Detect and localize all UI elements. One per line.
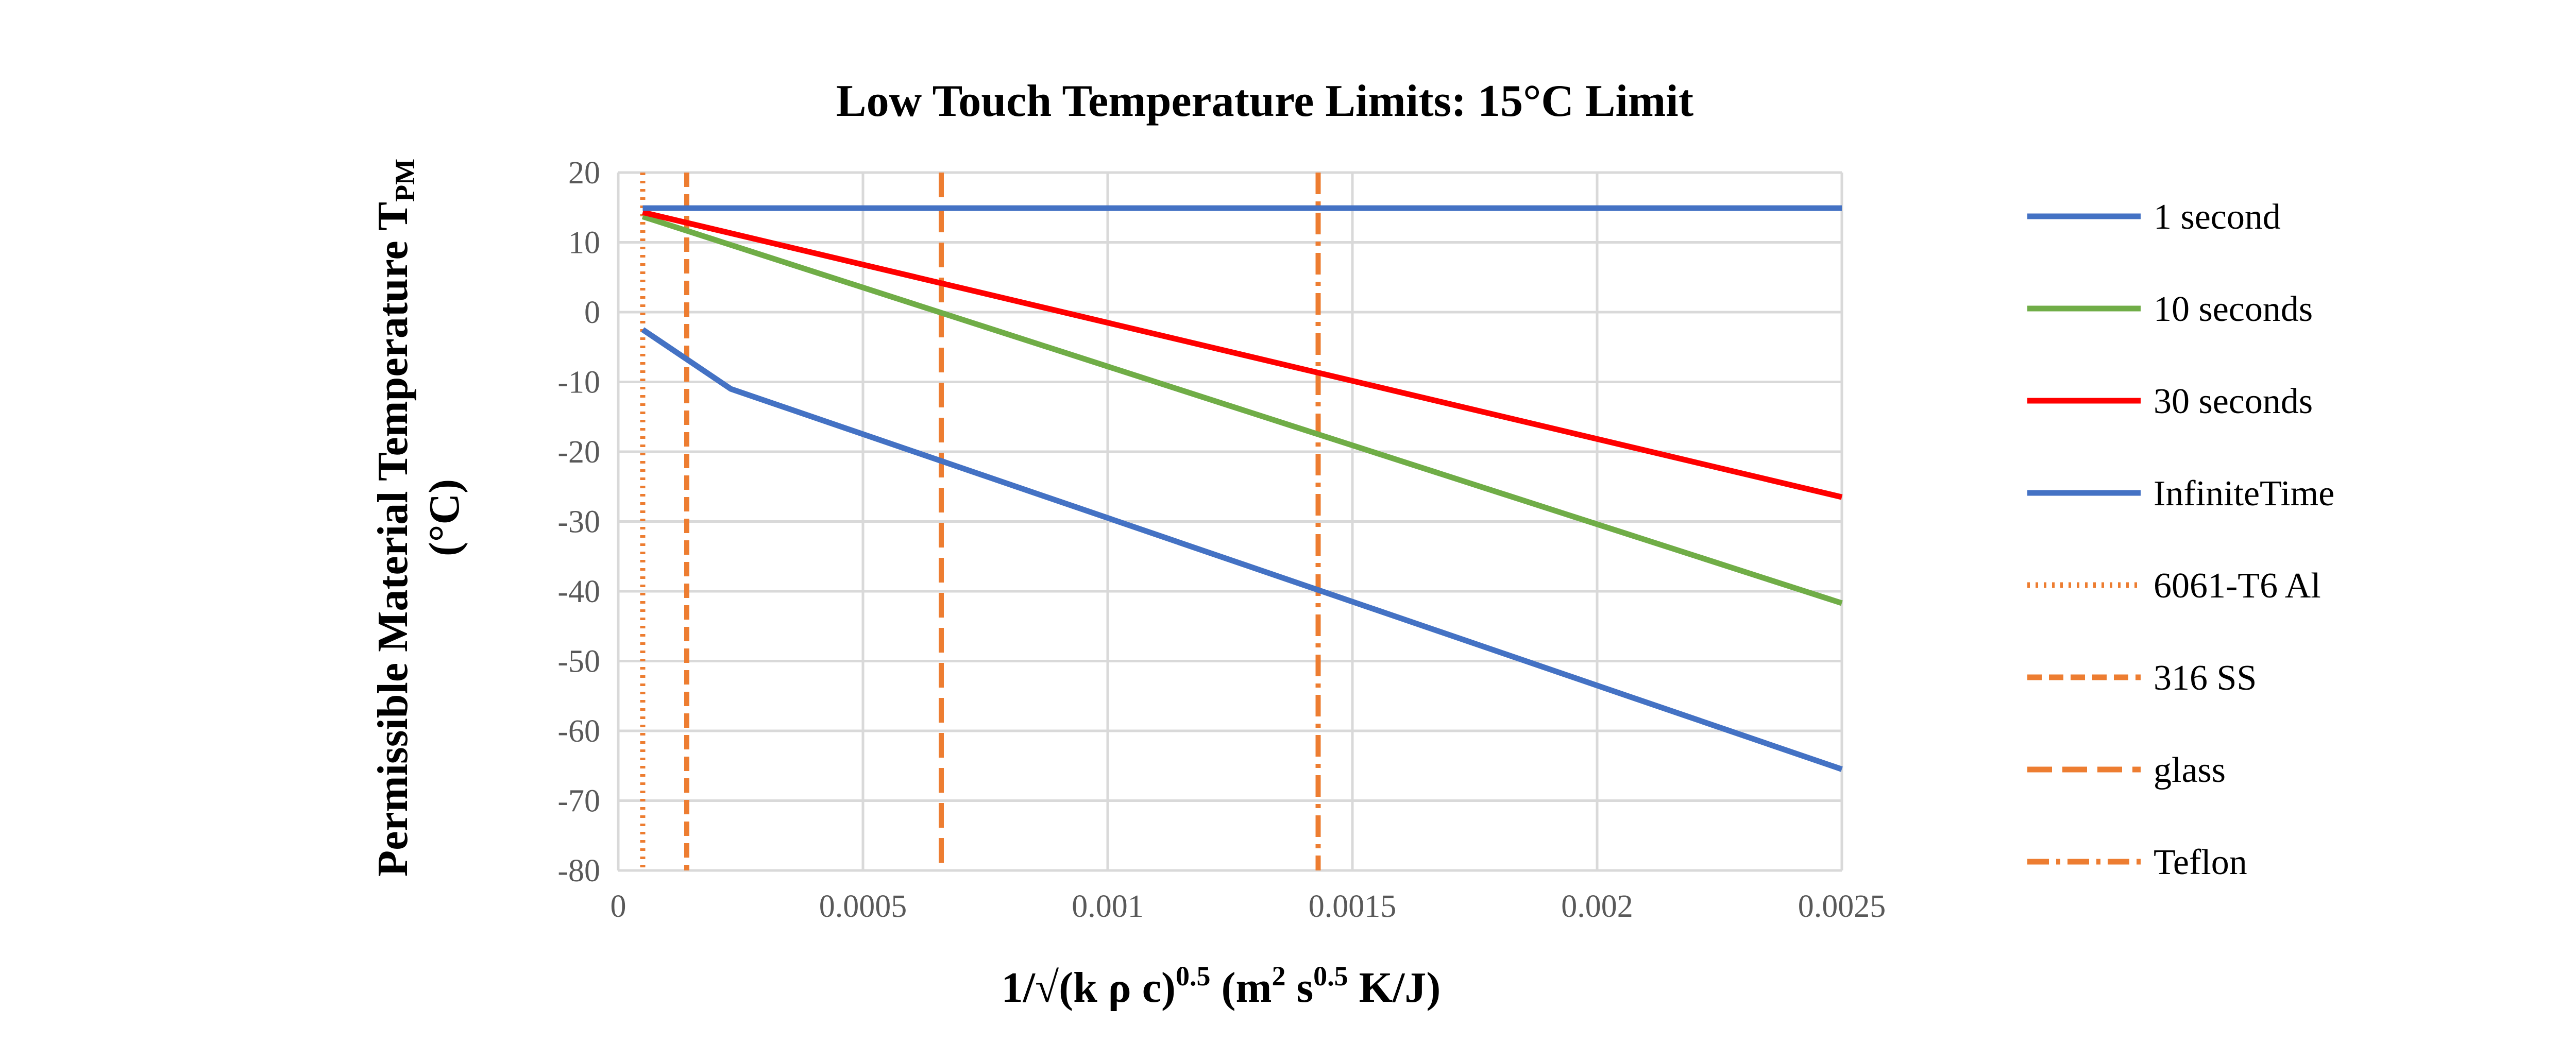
x-axis-title: 1/√(k ρ c)0.5 (m2 s0.5 K/J) — [1002, 961, 1441, 1012]
legend-label-316-ss: 316 SS — [2154, 658, 2257, 698]
series-line-10-seconds — [641, 214, 1843, 606]
x-tick-label: 0.002 — [1561, 889, 1633, 924]
x-tick-label: 0.0015 — [1309, 889, 1397, 924]
series-lines — [641, 205, 1843, 772]
material-lines — [640, 173, 1321, 870]
y-axis-title-line1: Permissible Material Temperature T — [369, 202, 417, 877]
legend-label-10-seconds: 10 seconds — [2154, 289, 2313, 329]
y-axis-title-sub: PM — [389, 159, 420, 202]
legend-label-glass: glass — [2154, 750, 2226, 790]
svg-text:Permissible Material Temperatu: Permissible Material Temperature TPM — [369, 159, 420, 877]
x-axis-title-units-exp2: 0.5 — [1313, 961, 1348, 991]
y-tick-label: 0 — [584, 295, 600, 330]
y-tick-label: -20 — [557, 435, 600, 470]
y-tick-label: -70 — [557, 784, 600, 819]
x-axis-title-units: (m — [1211, 964, 1272, 1012]
legend-label-30-seconds: 30 seconds — [2154, 382, 2313, 421]
y-axis-title-line2: (°C) — [420, 479, 468, 556]
legend: 1 second 10 seconds 30 seconds InfiniteTime… — [2027, 197, 2334, 882]
legend-label-infinitetime: InfiniteTime — [2154, 474, 2334, 514]
x-axis-title-units-mid: s — [1285, 964, 1313, 1012]
x-tick-label: 0 — [611, 889, 626, 924]
y-tick-label: -80 — [557, 853, 600, 888]
legend-label-teflon: Teflon — [2154, 843, 2247, 882]
y-tick-label: -50 — [557, 644, 600, 679]
legend-label-6061-t6-al: 6061-T6 Al — [2154, 566, 2321, 606]
gridlines — [617, 171, 1843, 872]
y-tick-label: -30 — [557, 505, 600, 540]
x-axis-title-main: 1/√(k ρ c) — [1002, 964, 1176, 1012]
series-line-1-second — [641, 327, 1843, 772]
x-axis-title-units-exp1: 2 — [1272, 961, 1285, 991]
tick-labels: 20 10 0 -10 -20 -30 -40 -50 -60 -70 -80 0 0.0005 0.00… — [557, 156, 1886, 924]
y-tick-label: -10 — [557, 365, 600, 400]
series-line-30-seconds — [642, 209, 1843, 500]
y-tick-label: 20 — [568, 156, 600, 191]
y-tick-label: -40 — [557, 574, 600, 609]
x-tick-label: 0.0025 — [1798, 889, 1886, 924]
y-axis-title: Permissible Material Temperature TPM (°C… — [369, 159, 468, 877]
chart-title: Low Touch Temperature Limits: 15°C Limit — [836, 76, 1693, 126]
legend-label-1-second: 1 second — [2154, 197, 2281, 237]
x-tick-label: 0.0005 — [819, 889, 907, 924]
y-tick-label: -60 — [557, 714, 600, 749]
x-axis-title-exp: 0.5 — [1176, 961, 1211, 991]
x-tick-label: 0.001 — [1072, 889, 1144, 924]
x-axis-title-units-end: K/J) — [1348, 964, 1441, 1012]
y-tick-label: 10 — [568, 226, 600, 261]
